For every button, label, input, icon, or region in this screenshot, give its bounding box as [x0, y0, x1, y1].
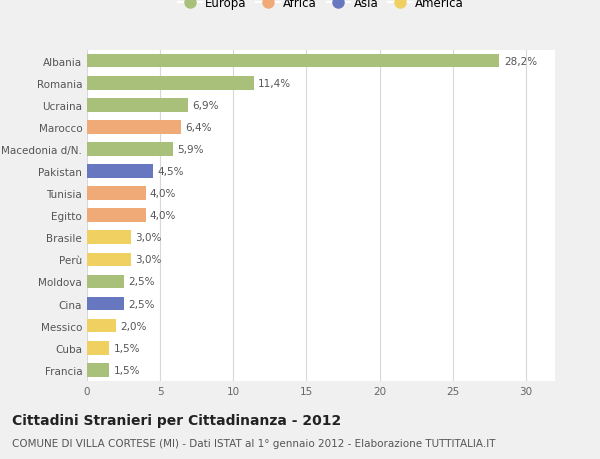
Text: COMUNE DI VILLA CORTESE (MI) - Dati ISTAT al 1° gennaio 2012 - Elaborazione TUTT: COMUNE DI VILLA CORTESE (MI) - Dati ISTA…	[12, 438, 496, 448]
Text: 5,9%: 5,9%	[178, 145, 204, 155]
Text: 4,0%: 4,0%	[150, 211, 176, 221]
Text: 2,5%: 2,5%	[128, 299, 154, 309]
Text: 28,2%: 28,2%	[504, 56, 537, 67]
Bar	[87, 55, 499, 68]
Bar	[87, 187, 146, 201]
Bar	[87, 275, 124, 289]
Text: 2,0%: 2,0%	[121, 321, 147, 331]
Text: 3,0%: 3,0%	[135, 233, 161, 243]
Legend: Europa, Africa, Asia, America: Europa, Africa, Asia, America	[178, 0, 464, 10]
Bar	[87, 253, 131, 267]
Bar	[87, 99, 188, 112]
Text: 6,4%: 6,4%	[185, 123, 211, 133]
Text: Cittadini Stranieri per Cittadinanza - 2012: Cittadini Stranieri per Cittadinanza - 2…	[12, 413, 341, 427]
Bar	[87, 231, 131, 245]
Text: 4,0%: 4,0%	[150, 189, 176, 199]
Text: 6,9%: 6,9%	[193, 101, 219, 111]
Bar	[87, 121, 181, 134]
Text: 11,4%: 11,4%	[258, 78, 291, 89]
Bar	[87, 341, 109, 355]
Text: 1,5%: 1,5%	[113, 365, 140, 375]
Text: 2,5%: 2,5%	[128, 277, 154, 287]
Text: 4,5%: 4,5%	[157, 167, 184, 177]
Bar	[87, 319, 116, 333]
Bar	[87, 77, 254, 90]
Bar	[87, 143, 173, 157]
Bar	[87, 297, 124, 311]
Text: 3,0%: 3,0%	[135, 255, 161, 265]
Text: 1,5%: 1,5%	[113, 343, 140, 353]
Bar	[87, 165, 153, 179]
Bar	[87, 209, 146, 223]
Bar	[87, 363, 109, 377]
